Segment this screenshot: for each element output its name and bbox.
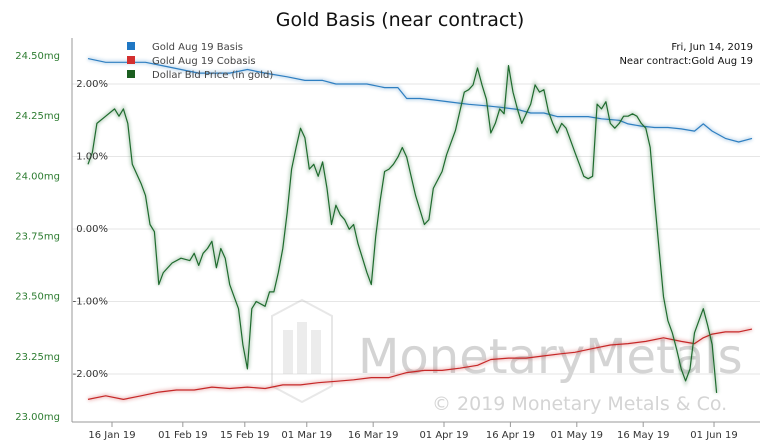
x-tick-label: 15 Feb 19 [220,430,270,441]
legend-label-basis: Gold Aug 19 Basis [152,42,243,53]
x-axis: 16 Jan 19 01 Feb 19 15 Feb 19 01 Mar 19 16 M… [88,422,738,441]
legend-swatch-basis [127,42,135,50]
y-right-tick-label: -2.00% [73,369,108,380]
series-line-1 [87,328,753,400]
annotation-date: Fri, Jun 14, 2019 [671,42,753,53]
x-tick-label: 01 May 19 [551,430,603,441]
x-tick-label: 01 Feb 19 [158,430,208,441]
y-left-tick-label: 23.75mg [15,232,60,243]
y-right-tick-label: -1.00% [73,297,108,308]
x-tick-label: 16 Mar 19 [348,430,399,441]
legend-label-dollar: Dollar Bid Price (in gold) [152,70,273,81]
x-tick-label: 01 Jun 19 [690,430,737,441]
y-right-tick-label: 0.00% [76,224,108,235]
x-tick-label: 16 Jan 19 [88,430,135,441]
y-right-tick-label: 1.00% [76,152,108,163]
y-axis-right: -2.00% -1.00% 0.00% 1.00% 2.00% [73,79,108,380]
y-left-tick-label: 23.50mg [15,292,60,303]
series-lines [86,56,753,402]
x-tick-label: 16 May 19 [617,430,669,441]
watermark-copyright: © 2019 Monetary Metals & Co. [432,393,727,415]
x-tick-label: 16 Apr 19 [486,430,535,441]
legend-swatch-dollar [127,70,135,78]
legend-swatch-cobasis [127,56,135,64]
y-axis-left: 23.00mg 23.25mg 23.50mg 23.75mg 24.00mg 24.25… [15,51,60,423]
legend: Gold Aug 19 Basis Gold Aug 19 Cobasis Do… [127,42,273,81]
y-left-tick-label: 24.50mg [15,51,60,62]
legend-label-cobasis: Gold Aug 19 Cobasis [152,56,256,67]
y-right-tick-label: 2.00% [76,79,108,90]
x-tick-label: 01 Mar 19 [281,430,332,441]
grid [72,83,760,375]
series-line-0 [87,58,753,143]
y-left-tick-label: 23.25mg [15,352,60,363]
chart-title: Gold Basis (near contract) [276,9,524,31]
x-tick-label: 01 Apr 19 [419,430,468,441]
y-left-tick-label: 24.25mg [15,111,60,122]
annotation-contract: Near contract:Gold Aug 19 [619,56,753,67]
series-line-2 [87,65,718,393]
y-left-tick-label: 24.00mg [15,171,60,182]
y-left-tick-label: 23.00mg [15,412,60,423]
